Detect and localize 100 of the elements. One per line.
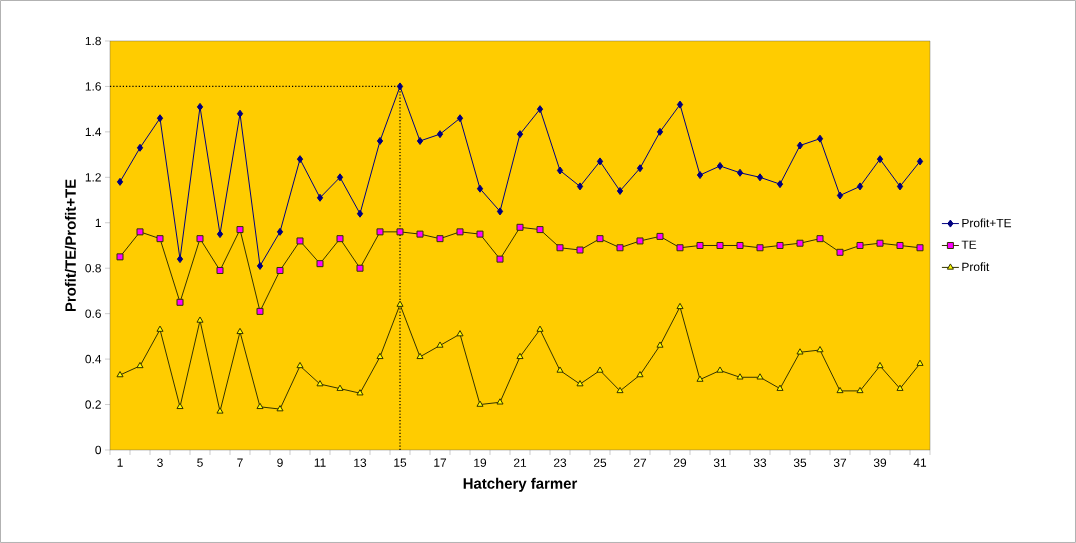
point [336, 235, 344, 243]
point [336, 173, 344, 182]
x-tick-label: 21 [513, 458, 527, 467]
point [836, 386, 844, 394]
x-tick-label: 19 [474, 458, 487, 467]
point [796, 239, 804, 247]
point [736, 168, 744, 177]
legend-label: TE [961, 240, 977, 249]
point [476, 400, 484, 407]
point [916, 157, 924, 166]
point [736, 241, 744, 249]
point [616, 244, 624, 252]
point [796, 141, 804, 150]
point [756, 173, 764, 182]
point [416, 136, 424, 145]
point [316, 193, 324, 202]
point [516, 130, 524, 139]
point [276, 266, 284, 274]
point [896, 241, 904, 249]
point [816, 134, 824, 143]
point [256, 261, 264, 270]
x-tick-label: 1 [117, 458, 123, 467]
point [296, 237, 304, 245]
point [676, 100, 684, 109]
point [916, 359, 924, 366]
y-tick-label: 0 [95, 445, 102, 455]
y-tick-label: 1 [95, 218, 101, 227]
point [696, 171, 704, 180]
point [316, 380, 324, 387]
point [616, 186, 624, 195]
point [216, 230, 224, 239]
y-tick-label: 0.4 [85, 354, 102, 364]
x-tick-label: 23 [553, 458, 567, 467]
point [416, 352, 424, 360]
point [456, 228, 464, 236]
point [476, 184, 484, 193]
point [796, 348, 804, 355]
point [596, 366, 604, 373]
x-axis-title: Hatchery farmer [463, 477, 578, 492]
point [856, 182, 864, 191]
point [876, 361, 884, 369]
x-tick-label: 5 [197, 458, 203, 467]
point [516, 223, 524, 231]
point [356, 389, 364, 396]
point [356, 264, 364, 272]
point [856, 386, 864, 394]
point [236, 226, 244, 234]
point [636, 237, 644, 245]
point [676, 302, 684, 310]
point [156, 325, 164, 332]
point [596, 157, 604, 166]
point [576, 246, 584, 254]
point [716, 366, 724, 373]
point [576, 380, 584, 387]
point [216, 266, 224, 274]
point [536, 325, 544, 332]
point [476, 230, 484, 238]
point [536, 226, 544, 234]
point [496, 255, 504, 263]
point [136, 228, 144, 236]
point [756, 244, 764, 252]
point [376, 352, 384, 360]
point [716, 161, 724, 170]
point [656, 127, 664, 136]
y-tick-label: 1.2 [85, 173, 101, 182]
point [296, 361, 304, 369]
point [836, 248, 844, 256]
point [736, 373, 744, 380]
point [136, 361, 144, 369]
point [296, 155, 304, 164]
point [236, 327, 244, 335]
point [436, 235, 444, 243]
point [776, 180, 784, 189]
x-tick-label: 3 [157, 458, 163, 467]
point [696, 241, 704, 249]
x-tick-label: 35 [793, 458, 807, 467]
x-tick-label: 13 [354, 458, 367, 467]
legend-label: Profit [962, 262, 990, 272]
x-tick-label: 11 [314, 458, 326, 467]
point [136, 143, 144, 152]
point [776, 241, 784, 249]
y-tick-label: 1.8 [85, 36, 101, 46]
point [176, 298, 184, 306]
point [216, 407, 224, 414]
point [556, 244, 564, 252]
point [156, 235, 164, 243]
point [696, 375, 704, 382]
point [756, 373, 764, 380]
point [116, 253, 124, 261]
point [376, 228, 384, 236]
point [876, 155, 884, 164]
point [916, 244, 924, 252]
point [556, 366, 564, 373]
point [396, 300, 404, 307]
point [616, 386, 624, 394]
point [276, 405, 284, 412]
x-tick-label: 33 [753, 458, 767, 467]
x-tick-label: 17 [434, 458, 447, 467]
point [656, 341, 664, 348]
point [496, 207, 504, 216]
